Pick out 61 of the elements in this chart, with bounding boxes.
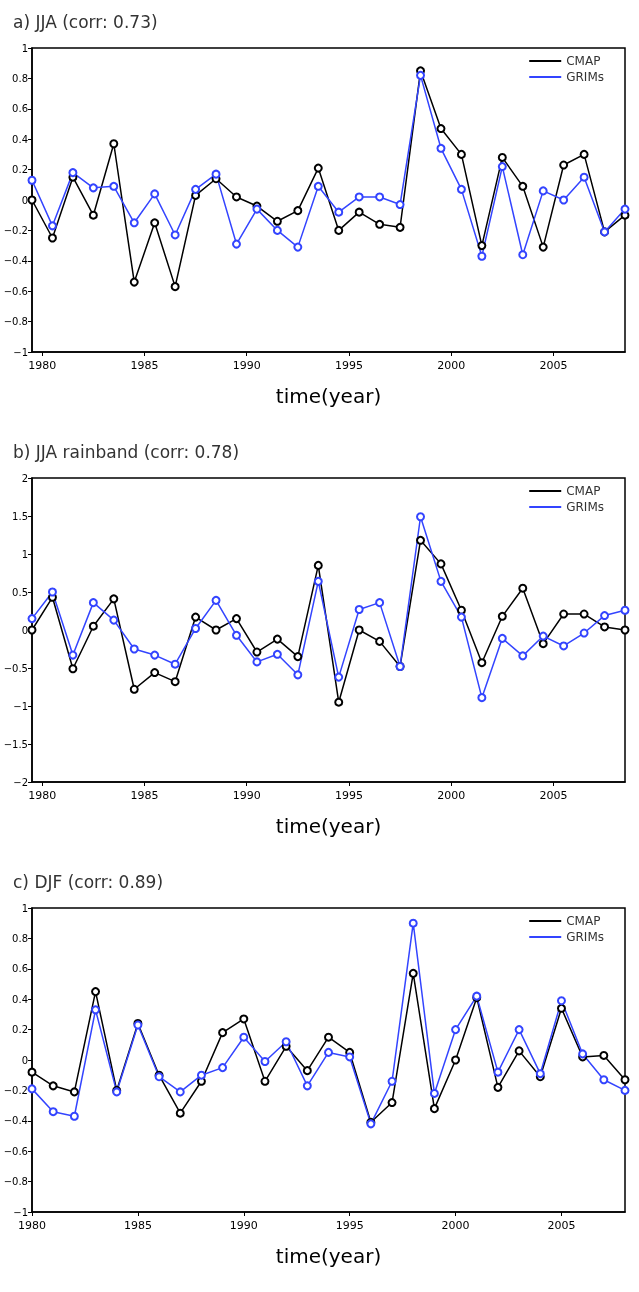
- y-tick-label: 0: [21, 1054, 28, 1066]
- y-tick-label: −0.6: [3, 1145, 28, 1157]
- x-tick-label: 1985: [130, 789, 159, 802]
- x-tick-label: 2000: [437, 789, 466, 802]
- legend-label: GRIMs: [566, 930, 604, 944]
- y-tick-label: 2: [21, 472, 28, 484]
- x-tick-label: 2005: [539, 359, 568, 372]
- y-tick-label: 0.6: [12, 963, 28, 975]
- x-tick-label: 1980: [28, 789, 57, 802]
- y-tick-label: −1.5: [3, 738, 28, 750]
- y-tick-label: −0.4: [3, 1115, 28, 1127]
- y-tick-label: 0.8: [12, 72, 28, 84]
- y-tick-label: 0: [21, 194, 28, 206]
- x-tick-label: 2005: [539, 789, 568, 802]
- y-tick-label: −2: [13, 776, 28, 788]
- x-axis-title: time(year): [275, 384, 382, 408]
- y-tick-label: 1: [21, 548, 28, 560]
- x-tick-label: 1995: [334, 359, 363, 372]
- y-tick-label: −0.4: [3, 255, 28, 267]
- y-tick-label: 0.2: [12, 164, 28, 176]
- x-axis-title: time(year): [275, 1244, 382, 1268]
- legend-label: GRIMs: [566, 70, 604, 84]
- chart-title: b) JJA rainband (corr: 0.78): [13, 441, 240, 462]
- y-tick-label: −1: [13, 346, 28, 358]
- x-tick-label: 1980: [18, 1219, 46, 1232]
- y-tick-label: −0.6: [3, 285, 28, 297]
- chart-title: a) JJA (corr: 0.73): [13, 11, 158, 32]
- y-tick-label: −0.2: [3, 1084, 28, 1096]
- legend-label: CMAP: [566, 914, 601, 928]
- y-tick-label: 0.2: [12, 1024, 28, 1036]
- x-tick-label: 2005: [547, 1219, 576, 1232]
- legend-label: CMAP: [566, 484, 601, 498]
- y-tick-label: −0.2: [3, 224, 28, 236]
- legend-label: GRIMs: [566, 500, 604, 514]
- x-tick-label: 1985: [123, 1219, 152, 1232]
- y-tick-label: −0.8: [3, 316, 28, 328]
- y-tick-label: 0.4: [12, 133, 28, 145]
- chart-title: c) DJF (corr: 0.89): [13, 871, 164, 892]
- y-tick-label: −0.5: [3, 662, 28, 674]
- x-tick-label: 2000: [437, 359, 466, 372]
- y-tick-label: 1: [21, 902, 28, 914]
- y-tick-label: 0.4: [12, 993, 28, 1005]
- x-tick-label: 2000: [441, 1219, 470, 1232]
- y-tick-label: −0.8: [3, 1176, 28, 1188]
- x-tick-label: 1990: [232, 359, 261, 372]
- y-tick-label: 0.5: [12, 586, 28, 598]
- y-tick-label: 1: [21, 42, 28, 54]
- x-tick-label: 1990: [232, 789, 261, 802]
- y-tick-label: −1: [13, 1206, 28, 1218]
- y-tick-label: 0.6: [12, 103, 28, 115]
- y-tick-label: 1.5: [12, 510, 28, 522]
- y-tick-label: 0.8: [12, 932, 28, 944]
- x-tick-label: 1995: [335, 1219, 364, 1232]
- x-tick-label: 1980: [28, 359, 57, 372]
- x-tick-label: 1990: [229, 1219, 258, 1232]
- x-tick-label: 1995: [334, 789, 363, 802]
- y-tick-label: −1: [13, 700, 28, 712]
- legend-label: CMAP: [566, 54, 601, 68]
- y-tick-label: 0: [21, 624, 28, 636]
- x-tick-label: 1985: [130, 359, 159, 372]
- x-axis-title: time(year): [275, 814, 382, 838]
